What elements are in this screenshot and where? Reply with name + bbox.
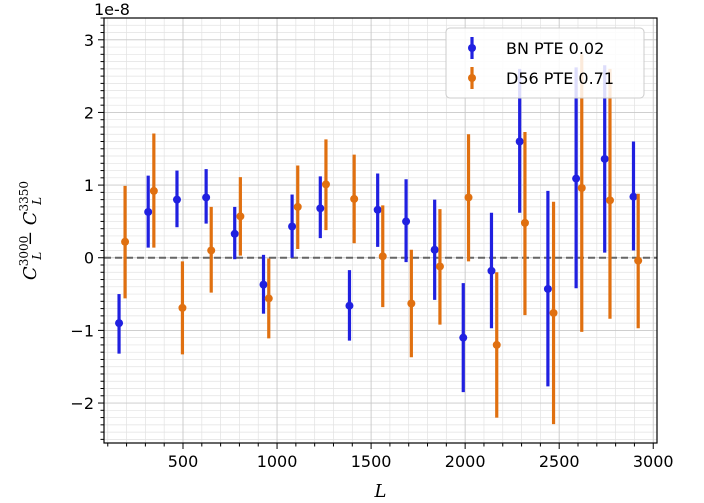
y-tick-label: 2 <box>84 103 94 122</box>
data-point <box>207 246 216 255</box>
minor-grid <box>104 17 657 443</box>
data-point <box>288 222 297 231</box>
data-point <box>464 193 473 202</box>
y-offset-text: 1e-8 <box>94 0 130 19</box>
data-point <box>520 218 529 227</box>
data-point <box>178 303 187 312</box>
y-axis-label: C3000L − C3350L <box>17 181 44 280</box>
data-point <box>264 294 273 303</box>
data-point <box>549 308 558 317</box>
data-point <box>316 204 325 213</box>
data-point <box>577 184 586 192</box>
data-point <box>629 192 638 201</box>
series-1 <box>115 65 638 393</box>
legend-label: D56 PTE 0.71 <box>506 69 614 88</box>
data-point <box>321 180 330 189</box>
data-point <box>435 262 444 271</box>
data-point <box>402 217 411 226</box>
data-point <box>345 301 354 310</box>
x-tick-label: 2000 <box>445 452 486 471</box>
data-point <box>259 280 268 289</box>
plot-frame <box>103 17 658 444</box>
data-point <box>293 202 302 211</box>
series-2 <box>121 54 643 425</box>
data-point <box>634 256 643 265</box>
data-point <box>492 340 501 349</box>
legend-frame <box>445 27 645 99</box>
legend-marker-point <box>468 44 476 52</box>
data-point <box>230 229 239 238</box>
data-point <box>407 299 416 308</box>
legend-marker-point <box>468 74 476 82</box>
data-point <box>115 319 124 328</box>
data-point <box>572 174 581 183</box>
x-tick-label: 1500 <box>351 452 392 471</box>
data-point <box>121 237 130 246</box>
y-tick-label: −2 <box>70 394 94 413</box>
data-point <box>487 266 496 275</box>
data-point <box>144 207 153 216</box>
data-point <box>236 212 245 221</box>
y-tick-label: −1 <box>70 321 94 340</box>
axis-ticks: 500 1000 1500 2000 2500 3000 −2 −1 0 1 2 3 <box>70 17 674 471</box>
y-tick-label: 3 <box>84 31 94 50</box>
data-point <box>378 252 387 261</box>
x-tick-label: 500 <box>168 452 199 471</box>
data-point <box>373 205 382 214</box>
x-tick-label: 2500 <box>539 452 580 471</box>
data-point <box>459 333 468 342</box>
data-point <box>430 245 439 254</box>
x-axis-label: L <box>374 481 387 502</box>
y-tick-label: 1 <box>84 176 94 195</box>
data-point <box>350 194 359 203</box>
x-tick-label: 1000 <box>257 452 298 471</box>
data-series <box>115 54 643 425</box>
data-point <box>515 137 524 146</box>
data-point <box>149 186 158 195</box>
data-point <box>172 195 181 204</box>
data-point <box>600 154 609 163</box>
data-point <box>202 193 211 202</box>
data-point <box>543 284 552 293</box>
data-point <box>605 196 614 205</box>
x-tick-label: 3000 <box>633 452 674 471</box>
y-tick-label: 0 <box>84 249 94 268</box>
legend-label: BN PTE 0.02 <box>506 39 604 58</box>
legend: BN PTE 0.02 D56 PTE 0.71 <box>445 27 645 99</box>
